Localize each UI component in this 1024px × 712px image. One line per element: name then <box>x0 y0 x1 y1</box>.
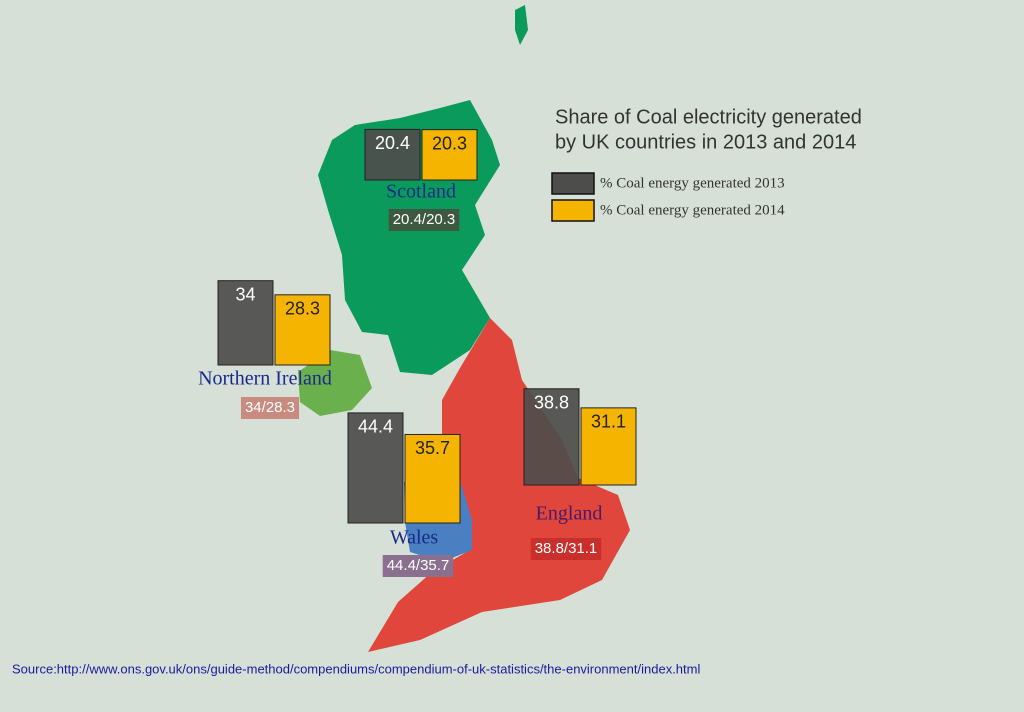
northern-ireland-shape <box>298 350 372 416</box>
region-name: Northern Ireland <box>198 368 332 390</box>
legend-swatch <box>551 172 595 195</box>
bar <box>274 294 331 366</box>
bar <box>404 433 461 524</box>
combined-label-box <box>382 555 454 577</box>
bar-value: 20.3 <box>432 133 467 153</box>
bar-value: 44.4 <box>358 417 393 437</box>
bar-value: 20.4 <box>375 133 410 153</box>
legend-label: % Coal energy generated 2013 <box>600 175 785 191</box>
bar <box>421 129 478 181</box>
england-shape <box>368 318 630 652</box>
bar <box>217 280 274 366</box>
combined-label-box <box>240 397 300 419</box>
source: Source:http://www.ons.gov.uk/ons/guide-m… <box>12 661 700 676</box>
legend: % Coal energy generated 2013 % Coal energ… <box>551 172 785 222</box>
title-line: by UK countries in 2013 and 2014 <box>555 131 856 153</box>
bar-value: 34 <box>235 284 255 304</box>
legend-swatch <box>551 199 595 222</box>
shetland-shape <box>515 5 528 45</box>
combined-label-box <box>530 538 602 560</box>
combined-label-box <box>388 209 460 231</box>
combined-label: 38.8/31.1 <box>535 540 598 557</box>
bar-value: 35.7 <box>415 438 450 458</box>
bar <box>580 407 637 486</box>
combined-label: 44.4/35.7 <box>387 557 450 574</box>
region-name: Wales <box>390 527 439 549</box>
bar <box>523 388 580 486</box>
region-name: England <box>536 503 603 525</box>
bar <box>364 128 421 181</box>
region-name: Scotland <box>386 181 456 203</box>
bar <box>347 412 404 524</box>
combined-label: 20.4/20.3 <box>393 211 456 228</box>
title-line: Share of Coal electricity generated <box>555 106 862 128</box>
bar-value: 28.3 <box>285 299 320 319</box>
title: Share of Coal electricity generated by UK… <box>555 106 862 153</box>
combined-label: 34/28.3 <box>245 399 295 416</box>
regions: 20.4 20.3 Scotland 20.4/20.3 34 28.3 Northern … <box>198 128 637 577</box>
legend-label: % Coal energy generated 2014 <box>600 202 785 218</box>
bar-value: 31.1 <box>591 412 626 432</box>
bar-value: 38.8 <box>534 393 569 413</box>
